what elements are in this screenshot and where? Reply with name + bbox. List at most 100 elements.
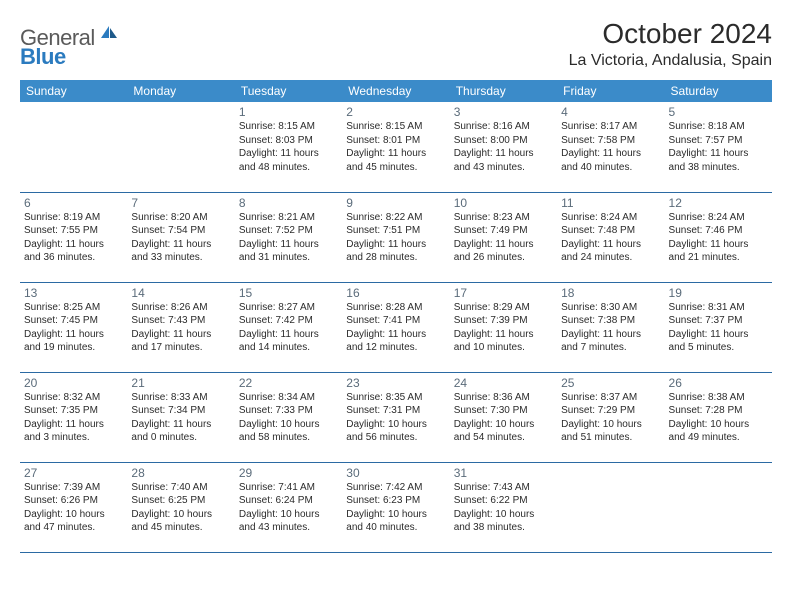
daylight-text: and 24 minutes. [561,251,660,265]
calendar-table: Sunday Monday Tuesday Wednesday Thursday… [20,80,772,553]
sunset-text: Sunset: 7:39 PM [454,314,553,328]
sunset-text: Sunset: 7:31 PM [346,404,445,418]
calendar-week-row: 1Sunrise: 8:15 AMSunset: 8:03 PMDaylight… [20,102,772,192]
sunrise-text: Sunrise: 8:36 AM [454,391,553,405]
calendar-day-cell: 30Sunrise: 7:42 AMSunset: 6:23 PMDayligh… [342,462,449,552]
day-header: Friday [557,80,664,102]
day-number: 29 [239,466,338,480]
daylight-text: and 10 minutes. [454,341,553,355]
calendar-day-cell: 8Sunrise: 8:21 AMSunset: 7:52 PMDaylight… [235,192,342,282]
sunset-text: Sunset: 7:58 PM [561,134,660,148]
sunset-text: Sunset: 6:23 PM [346,494,445,508]
calendar-day-cell: 20Sunrise: 8:32 AMSunset: 7:35 PMDayligh… [20,372,127,462]
sunset-text: Sunset: 7:35 PM [24,404,123,418]
month-title: October 2024 [569,18,772,50]
sunrise-text: Sunrise: 8:20 AM [131,211,230,225]
sunrise-text: Sunrise: 8:33 AM [131,391,230,405]
calendar-day-cell: 11Sunrise: 8:24 AMSunset: 7:48 PMDayligh… [557,192,664,282]
calendar-day-cell: 4Sunrise: 8:17 AMSunset: 7:58 PMDaylight… [557,102,664,192]
day-number: 6 [24,196,123,210]
logo-line2: Blue [20,44,66,70]
sunrise-text: Sunrise: 7:41 AM [239,481,338,495]
daylight-text: Daylight: 11 hours [24,418,123,432]
sunset-text: Sunset: 7:46 PM [669,224,768,238]
day-number: 14 [131,286,230,300]
sunset-text: Sunset: 7:37 PM [669,314,768,328]
day-number: 5 [669,105,768,119]
logo-sail-icon [99,24,119,45]
sunset-text: Sunset: 7:57 PM [669,134,768,148]
daylight-text: and 14 minutes. [239,341,338,355]
calendar-day-cell: 1Sunrise: 8:15 AMSunset: 8:03 PMDaylight… [235,102,342,192]
daylight-text: and 17 minutes. [131,341,230,355]
calendar-day-cell [665,462,772,552]
calendar-day-cell: 29Sunrise: 7:41 AMSunset: 6:24 PMDayligh… [235,462,342,552]
day-number: 22 [239,376,338,390]
calendar-day-cell: 23Sunrise: 8:35 AMSunset: 7:31 PMDayligh… [342,372,449,462]
daylight-text: Daylight: 10 hours [24,508,123,522]
calendar-day-cell: 25Sunrise: 8:37 AMSunset: 7:29 PMDayligh… [557,372,664,462]
daylight-text: Daylight: 10 hours [346,418,445,432]
sunrise-text: Sunrise: 8:30 AM [561,301,660,315]
sunrise-text: Sunrise: 8:15 AM [239,120,338,134]
sunset-text: Sunset: 7:45 PM [24,314,123,328]
sunset-text: Sunset: 8:00 PM [454,134,553,148]
day-number: 24 [454,376,553,390]
calendar-day-cell: 26Sunrise: 8:38 AMSunset: 7:28 PMDayligh… [665,372,772,462]
sunrise-text: Sunrise: 8:23 AM [454,211,553,225]
daylight-text: Daylight: 11 hours [131,418,230,432]
sunset-text: Sunset: 6:26 PM [24,494,123,508]
sunrise-text: Sunrise: 8:15 AM [346,120,445,134]
daylight-text: Daylight: 11 hours [561,147,660,161]
sunrise-text: Sunrise: 7:43 AM [454,481,553,495]
header: General October 2024 La Victoria, Andalu… [20,18,772,70]
daylight-text: and 38 minutes. [454,521,553,535]
day-number: 27 [24,466,123,480]
daylight-text: and 38 minutes. [669,161,768,175]
daylight-text: Daylight: 11 hours [561,328,660,342]
day-number: 21 [131,376,230,390]
daylight-text: and 33 minutes. [131,251,230,265]
title-block: October 2024 La Victoria, Andalusia, Spa… [569,18,772,70]
sunset-text: Sunset: 7:33 PM [239,404,338,418]
calendar-day-cell: 15Sunrise: 8:27 AMSunset: 7:42 PMDayligh… [235,282,342,372]
day-number: 2 [346,105,445,119]
calendar-week-row: 13Sunrise: 8:25 AMSunset: 7:45 PMDayligh… [20,282,772,372]
calendar-day-cell [557,462,664,552]
day-number: 3 [454,105,553,119]
day-number: 9 [346,196,445,210]
sunset-text: Sunset: 7:30 PM [454,404,553,418]
sunset-text: Sunset: 7:49 PM [454,224,553,238]
daylight-text: Daylight: 10 hours [561,418,660,432]
calendar-day-cell: 27Sunrise: 7:39 AMSunset: 6:26 PMDayligh… [20,462,127,552]
day-header: Monday [127,80,234,102]
daylight-text: and 45 minutes. [131,521,230,535]
daylight-text: Daylight: 10 hours [454,418,553,432]
calendar-day-cell: 16Sunrise: 8:28 AMSunset: 7:41 PMDayligh… [342,282,449,372]
calendar-week-row: 6Sunrise: 8:19 AMSunset: 7:55 PMDaylight… [20,192,772,282]
day-number: 19 [669,286,768,300]
daylight-text: Daylight: 11 hours [346,238,445,252]
sunrise-text: Sunrise: 8:16 AM [454,120,553,134]
daylight-text: and 3 minutes. [24,431,123,445]
daylight-text: and 43 minutes. [454,161,553,175]
daylight-text: Daylight: 11 hours [239,328,338,342]
daylight-text: and 21 minutes. [669,251,768,265]
calendar-day-cell: 17Sunrise: 8:29 AMSunset: 7:39 PMDayligh… [450,282,557,372]
day-number: 11 [561,196,660,210]
daylight-text: and 58 minutes. [239,431,338,445]
sunrise-text: Sunrise: 8:18 AM [669,120,768,134]
daylight-text: Daylight: 11 hours [131,328,230,342]
calendar-week-row: 27Sunrise: 7:39 AMSunset: 6:26 PMDayligh… [20,462,772,552]
daylight-text: Daylight: 11 hours [239,238,338,252]
day-header: Wednesday [342,80,449,102]
sunrise-text: Sunrise: 8:21 AM [239,211,338,225]
daylight-text: Daylight: 11 hours [454,328,553,342]
calendar-day-cell: 2Sunrise: 8:15 AMSunset: 8:01 PMDaylight… [342,102,449,192]
day-header: Saturday [665,80,772,102]
daylight-text: Daylight: 11 hours [561,238,660,252]
calendar-day-cell: 28Sunrise: 7:40 AMSunset: 6:25 PMDayligh… [127,462,234,552]
day-number: 4 [561,105,660,119]
calendar-day-cell: 14Sunrise: 8:26 AMSunset: 7:43 PMDayligh… [127,282,234,372]
calendar-day-cell: 9Sunrise: 8:22 AMSunset: 7:51 PMDaylight… [342,192,449,282]
